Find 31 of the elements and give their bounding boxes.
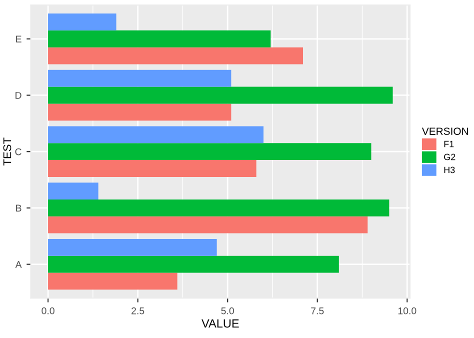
bar [48, 126, 264, 144]
x-axis-title: VALUE [202, 319, 239, 328]
bar [48, 104, 232, 121]
legend-title: VERSION [422, 128, 468, 135]
x-tick-label: 5.0 [221, 307, 234, 314]
y-tick-label: A [15, 261, 22, 268]
bar [48, 272, 178, 290]
bar [48, 216, 368, 234]
y-tick-label: B [16, 204, 22, 212]
legend-label: H3 [444, 166, 455, 174]
legend-label: F1 [444, 140, 454, 148]
x-tick-label: 10.0 [398, 307, 416, 314]
bar [48, 182, 98, 200]
y-tick-label: E [16, 36, 22, 42]
bar [48, 238, 217, 256]
bar [48, 199, 390, 216]
bar [48, 160, 256, 177]
bar [48, 86, 393, 104]
bar [48, 30, 271, 48]
x-tick-label: 7.5 [311, 308, 324, 314]
legend-label: G2 [444, 154, 456, 160]
bar [48, 143, 372, 160]
x-tick-label: 2.5 [132, 307, 144, 314]
y-tick-label: D [16, 92, 22, 99]
bar [48, 47, 303, 64]
y-axis-title: TEST [3, 138, 12, 166]
y-tick-label: C [15, 148, 22, 156]
bar [48, 256, 339, 273]
bar [48, 70, 232, 87]
bar [48, 14, 116, 30]
x-tick-label: 0.0 [42, 307, 54, 314]
